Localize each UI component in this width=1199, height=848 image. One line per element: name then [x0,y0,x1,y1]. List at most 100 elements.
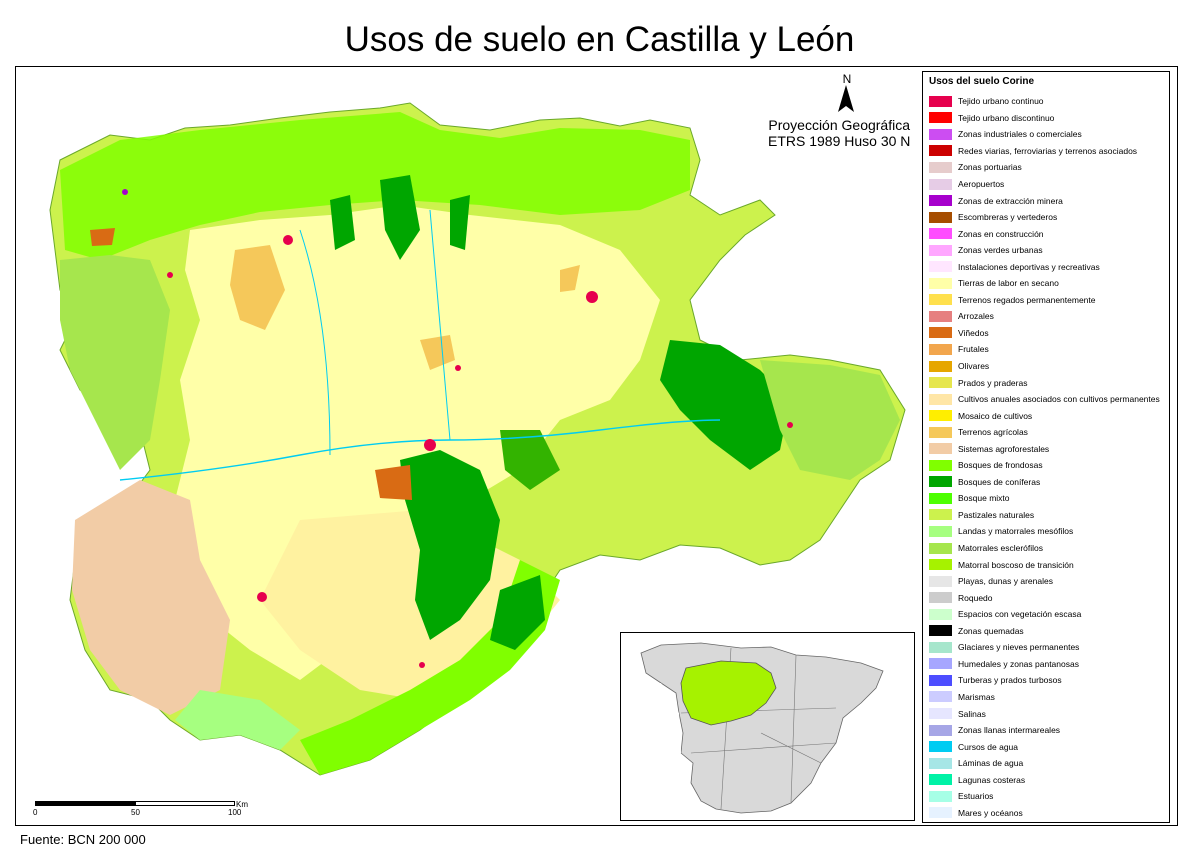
legend-swatch [929,807,952,819]
urban-area [419,662,425,668]
legend-item: Zonas en construcción [929,225,1160,242]
legend-item: Glaciares y nieves permanentes [929,639,1160,656]
projection-label: Proyección Geográfica ETRS 1989 Huso 30 … [768,117,910,149]
scale-segment-2 [135,801,235,806]
legend-label: Turberas y prados turbosos [958,675,1062,686]
projection-line-1: Proyección Geográfica [768,117,911,133]
legend-item: Cursos de agua [929,738,1160,755]
urban-area [787,422,793,428]
source-note: Fuente: BCN 200 000 [20,832,146,847]
central-conifer [500,430,560,490]
scale-unit: Km [236,800,248,809]
legend-label: Zonas de extracción minera [958,195,1063,206]
legend-label: Prados y praderas [958,377,1028,388]
legend-item: Redes viarias, ferroviarias y terrenos a… [929,143,1160,160]
legend-item: Bosque mixto [929,490,1160,507]
legend-label: Salinas [958,708,986,719]
legend-item: Instalaciones deportivas y recreativas [929,258,1160,275]
legend-swatch [929,641,952,653]
vineyard-patch [90,228,115,246]
legend-item: Zonas portuarias [929,159,1160,176]
legend-label: Roquedo [958,592,993,603]
legend-label: Cultivos anuales asociados con cultivos … [958,394,1160,405]
southern-conifer [490,575,545,650]
legend-item: Olivares [929,358,1160,375]
legend-label: Zonas industriales o comerciales [958,129,1082,140]
legend-swatch [929,691,952,703]
north-arrow-icon [838,85,854,112]
legend-label: Zonas en construcción [958,228,1044,239]
legend-label: Bosques de coníferas [958,476,1041,487]
legend: Usos del suelo Corine Tejido urbano cont… [922,71,1170,823]
legend-item: Cultivos anuales asociados con cultivos … [929,391,1160,408]
spain-province-lines [680,647,837,810]
agricultural-patch [230,245,285,330]
legend-swatch [929,542,952,554]
legend-swatch [929,426,952,438]
legend-item: Zonas de extracción minera [929,192,1160,209]
legend-swatch [929,294,952,306]
eastern-forest [760,360,900,480]
north-label: N [842,72,852,86]
legend-swatch [929,559,952,571]
legend-item: Zonas industriales o comerciales [929,126,1160,143]
legend-label: Mosaico de cultivos [958,410,1033,421]
legend-item: Landas y matorrales mesófilos [929,523,1160,540]
legend-swatch [929,195,952,207]
castilla-leon-inset [680,660,777,726]
legend-label: Lagunas costeras [958,774,1026,785]
legend-swatch [929,393,952,405]
river-tributary [299,229,331,456]
legend-item: Mosaico de cultivos [929,407,1160,424]
legend-label: Espacios con vegetación escasa [958,609,1082,620]
legend-label: Zonas verdes urbanas [958,245,1043,256]
legend-label: Landas y matorrales mesófilos [958,526,1074,537]
legend-swatch [929,592,952,604]
urban-area [455,365,461,371]
legend-label: Terrenos regados permanentemente [958,294,1096,305]
legend-item: Playas, dunas y arenales [929,573,1160,590]
legend-swatch [929,261,952,273]
legend-item: Zonas verdes urbanas [929,242,1160,259]
legend-swatch [929,410,952,422]
legend-item: Tierras de labor en secano [929,275,1160,292]
legend-label: Marismas [958,691,995,702]
legend-item: Aeropuertos [929,176,1160,193]
legend-label: Estuarios [958,791,994,802]
agricultural-patch [420,335,455,370]
legend-label: Zonas portuarias [958,162,1022,173]
legend-label: Glaciares y nieves permanentes [958,642,1080,653]
legend-list: Tejido urbano continuo Tejido urbano disc… [929,93,1160,821]
legend-label: Pastizales naturales [958,509,1035,520]
legend-label: Láminas de agua [958,758,1024,769]
legend-item: Pastizales naturales [929,507,1160,524]
legend-swatch [929,377,952,389]
legend-swatch [929,625,952,637]
legend-label: Bosque mixto [958,493,1010,504]
eastern-conifer [660,340,790,470]
legend-item: Zonas llanas intermareales [929,722,1160,739]
legend-item: Mares y océanos [929,805,1160,822]
legend-label: Tierras de labor en secano [958,278,1059,289]
southern-pasture [175,690,300,750]
legend-swatch [929,360,952,372]
legend-item: Zonas quemadas [929,623,1160,640]
portugal-gap [621,683,681,773]
legend-swatch [929,211,952,223]
urban-area [283,235,293,245]
scale-tick-50: 50 [131,808,140,817]
legend-item: Roquedo [929,589,1160,606]
urban-area [167,272,173,278]
legend-item: Marismas [929,689,1160,706]
legend-swatch [929,774,952,786]
central-conifer [400,450,500,640]
legend-swatch [929,608,952,620]
legend-label: Zonas llanas intermareales [958,725,1061,736]
legend-item: Frutales [929,341,1160,358]
legend-swatch [929,509,952,521]
legend-item: Humedales y zonas pantanosas [929,656,1160,673]
legend-item: Escombreras y vertederos [929,209,1160,226]
legend-label: Terrenos agrícolas [958,427,1028,438]
northern-forest [60,112,690,260]
urban-area [586,291,598,303]
